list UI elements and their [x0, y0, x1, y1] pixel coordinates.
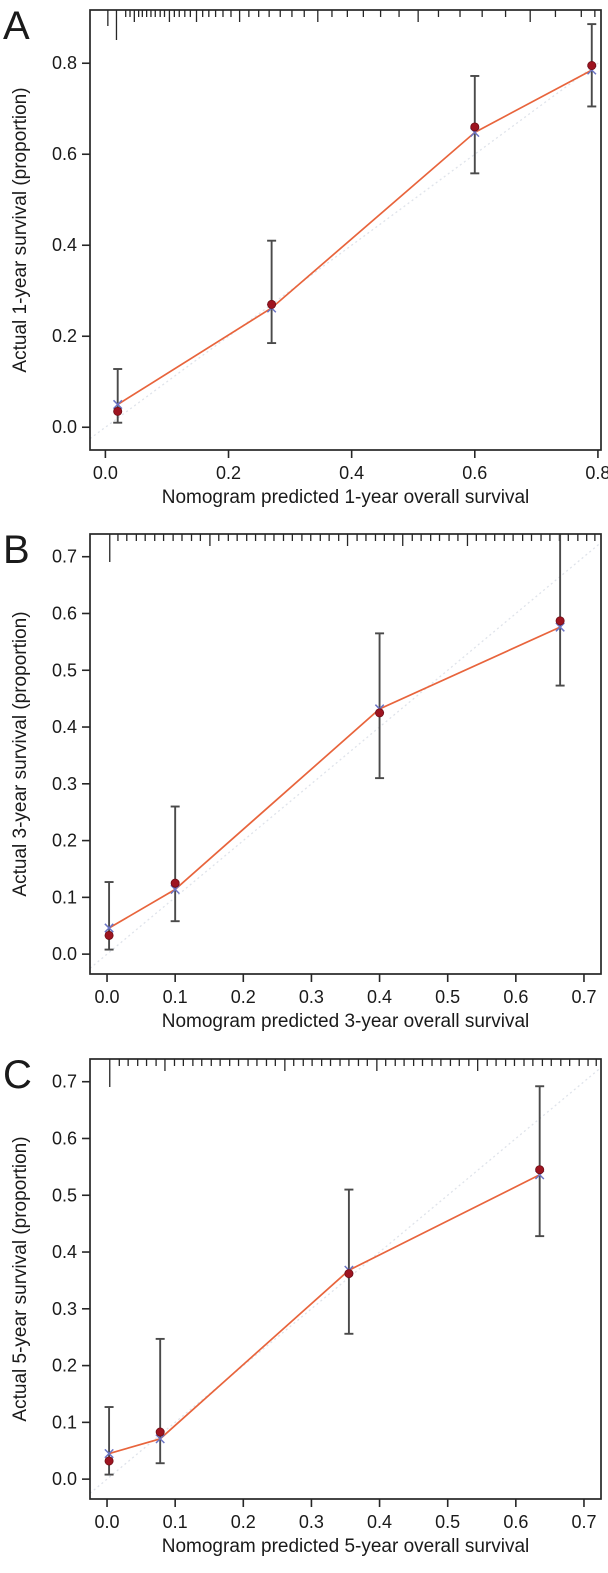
svg-text:0.6: 0.6: [52, 144, 77, 164]
svg-text:0.3: 0.3: [52, 1299, 77, 1319]
svg-text:0.0: 0.0: [52, 417, 77, 437]
calibration-plot-5-year: 0.0 0.1 0.2 0.3 0.4 0.5 0.6 0.70.00.10.20.30.40…: [52, 1058, 602, 1532]
svg-text:0.5: 0.5: [435, 1512, 460, 1532]
y-axis-ticks: 0.0 0.1 0.2 0.3 0.4 0.5 0.6 0.7: [52, 1072, 90, 1489]
error-bars: [104, 534, 565, 951]
svg-text:0.8: 0.8: [52, 53, 77, 73]
plot-border: [89, 1058, 602, 1500]
svg-text:0.4: 0.4: [367, 1512, 392, 1532]
svg-text:0.3: 0.3: [52, 774, 77, 794]
x-axis-ticks: 0.0 0.2 0.4 0.6 0.8: [93, 450, 608, 483]
svg-text:0.1: 0.1: [52, 887, 77, 907]
svg-text:0.0: 0.0: [52, 944, 77, 964]
svg-text:0.7: 0.7: [52, 547, 77, 567]
x-axis-ticks: 0.0 0.1 0.2 0.3 0.4 0.5 0.6 0.7: [95, 1499, 596, 1532]
svg-text:0.5: 0.5: [52, 660, 77, 680]
svg-text:0.5: 0.5: [52, 1185, 77, 1205]
svg-text:0.2: 0.2: [231, 1512, 256, 1532]
svg-text:0.2: 0.2: [52, 326, 77, 346]
panel-label-b: B: [3, 528, 30, 572]
plot-border: [89, 9, 602, 451]
data-points: [104, 616, 565, 940]
svg-text:0.2: 0.2: [216, 463, 241, 483]
error-bars: [113, 23, 597, 424]
svg-text:0.0: 0.0: [52, 1469, 77, 1489]
panel-label-c: C: [3, 1053, 32, 1097]
data-points: [112, 61, 597, 416]
svg-text:0.6: 0.6: [52, 1128, 77, 1148]
svg-text:0.2: 0.2: [52, 831, 77, 851]
calibration-plot-3-year: 0.0 0.1 0.2 0.3 0.4 0.5 0.6 0.70.00.10.20.30.40…: [52, 533, 602, 1007]
svg-text:0.7: 0.7: [52, 1072, 77, 1092]
calibration-line: [108, 626, 561, 929]
error-bars: [104, 1085, 545, 1476]
svg-text:0.4: 0.4: [339, 463, 364, 483]
svg-text:0.6: 0.6: [52, 603, 77, 623]
svg-text:0.1: 0.1: [52, 1412, 77, 1432]
svg-text:0.4: 0.4: [367, 987, 392, 1007]
x-axis-title-3-year: Nomogram predicted 3-year overall surviv…: [161, 1011, 530, 1032]
rug-ticks: [109, 1059, 597, 1087]
svg-text:0.0: 0.0: [93, 463, 118, 483]
rug-ticks: [107, 10, 596, 40]
svg-text:0.0: 0.0: [95, 1512, 120, 1532]
svg-text:0.6: 0.6: [462, 463, 487, 483]
plot-border: [89, 533, 602, 975]
svg-text:0.2: 0.2: [52, 1356, 77, 1376]
x-axis-ticks: 0.0 0.1 0.2 0.3 0.4 0.5 0.6 0.7: [95, 974, 596, 1007]
panel-1-year: A Actual 1-year survival (proportion) 0.…: [0, 0, 608, 524]
svg-text:0.4: 0.4: [52, 1242, 77, 1262]
svg-text:0.6: 0.6: [503, 1512, 528, 1532]
data-points: [104, 1165, 545, 1466]
y-axis-ticks: 0.0 0.1 0.2 0.3 0.4 0.5 0.6 0.7: [52, 547, 90, 964]
y-axis-ticks: 0.0 0.2 0.4 0.6 0.8: [52, 53, 90, 437]
svg-text:0.7: 0.7: [571, 1512, 596, 1532]
x-axis-title-1-year: Nomogram predicted 1-year overall surviv…: [161, 487, 530, 508]
svg-text:0.6: 0.6: [503, 987, 528, 1007]
panel-label-a: A: [3, 4, 30, 48]
ideal-line: [89, 1067, 602, 1494]
panel-3-year: B Actual 3-year survival (proportion) 0.…: [0, 524, 608, 1048]
calibration-plot-1-year: 0.0 0.2 0.4 0.6 0.8 0.0 0.2 0.4 0.6 0.8: [52, 9, 608, 483]
panel-5-year: C Actual 5-year survival (proportion) 0.…: [0, 1049, 608, 1573]
svg-text:0.1: 0.1: [163, 1512, 188, 1532]
ideal-line: [89, 60, 602, 440]
svg-text:0.5: 0.5: [435, 987, 460, 1007]
svg-text:0.4: 0.4: [52, 717, 77, 737]
svg-text:0.7: 0.7: [571, 987, 596, 1007]
calibration-line: [108, 1174, 541, 1455]
ideal-line: [89, 542, 602, 969]
svg-text:0.0: 0.0: [95, 987, 120, 1007]
x-axis-title-5-year: Nomogram predicted 5-year overall surviv…: [161, 1536, 530, 1557]
svg-text:0.4: 0.4: [52, 235, 77, 255]
calibration-line: [117, 69, 593, 406]
svg-text:0.1: 0.1: [163, 987, 188, 1007]
svg-text:0.3: 0.3: [299, 987, 324, 1007]
svg-text:0.3: 0.3: [299, 1512, 324, 1532]
rug-ticks: [109, 534, 596, 562]
svg-text:0.8: 0.8: [585, 463, 608, 483]
svg-text:0.2: 0.2: [231, 987, 256, 1007]
